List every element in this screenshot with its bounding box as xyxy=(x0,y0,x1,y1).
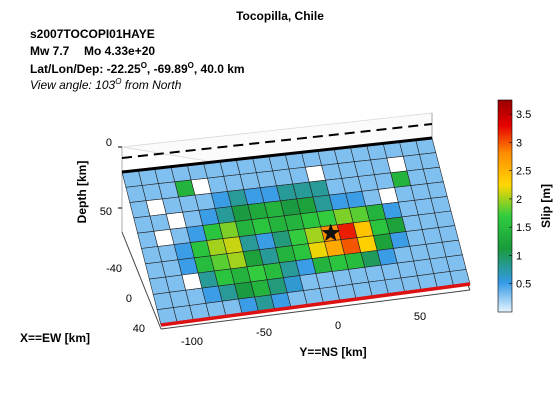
ew-tick-label-40: 40 xyxy=(133,323,145,335)
fault-patch xyxy=(422,166,444,185)
fault-patch xyxy=(445,254,467,272)
ns-axis: -100 -50 0 50 Y==NS [km] xyxy=(181,311,426,359)
colorbar-tick-label: 2 xyxy=(516,194,522,206)
ew-tick-label-0: 0 xyxy=(126,293,132,305)
colorbar-tick-label: 3 xyxy=(516,137,522,149)
ns-tick-label-50: 50 xyxy=(414,311,426,323)
colorbar-tick-label: 2.5 xyxy=(516,166,531,178)
fault-patch xyxy=(430,196,452,214)
event-id: s2007TOCOPI01HAYE xyxy=(30,27,155,41)
ns-tick-label-neg50: -50 xyxy=(256,327,272,339)
colorbar-tick-label: 1 xyxy=(516,250,522,262)
fault-patches xyxy=(121,137,471,326)
fault-patch xyxy=(426,181,448,199)
degree-sup-1: O xyxy=(141,61,147,70)
ew-axis: -40 0 40 X==EW [km] xyxy=(20,263,145,345)
colorbar-tick-label: 1.5 xyxy=(516,222,531,234)
colorbar-label: Slip [m] xyxy=(539,184,553,228)
ns-tick-label-0: 0 xyxy=(335,320,341,332)
fault-patch xyxy=(419,152,440,170)
ns-tick-label-neg100: -100 xyxy=(181,336,203,348)
colorbar-tick-label: 3.5 xyxy=(516,109,531,121)
location-line: Lat/Lon/Dep: -22.25O, -69.89O, 40.0 km xyxy=(30,61,245,76)
depth-tick-label-0: 0 xyxy=(106,137,112,149)
view-prefix: View angle: 103 xyxy=(30,78,116,92)
view-degree-sup: O xyxy=(115,77,121,86)
colorbar-gradient xyxy=(497,99,513,313)
surface-trace xyxy=(160,282,471,327)
fault-patch xyxy=(441,239,463,258)
view-angle-line: View angle: 103O from North xyxy=(30,77,182,92)
colorbar-tick-label: 0.5 xyxy=(516,279,531,291)
colorbar-ticks: 0.5 1 1.5 2 2.5 3 3.5 xyxy=(509,109,531,291)
depth-axis: 0 50 Depth [km] xyxy=(75,137,122,223)
location-lon: , -69.89 xyxy=(147,62,188,76)
ns-axis-label: Y==NS [km] xyxy=(299,345,366,359)
fault-patch xyxy=(438,225,459,243)
fault-patch xyxy=(434,210,456,228)
depth-tick-label-50: 50 xyxy=(100,206,112,218)
fault-top-edge xyxy=(121,136,433,174)
moment-label: Mo 4.33e+20 xyxy=(84,44,155,58)
colorbar: 0.5 1 1.5 2 2.5 3 3.5 Slip [m] xyxy=(497,99,553,313)
view-suffix: from North xyxy=(121,78,181,92)
location-dep: , 40.0 km xyxy=(194,62,245,76)
fault-top-dashed-line xyxy=(121,123,433,159)
degree-sup-2: O xyxy=(188,61,194,70)
magnitude-label: Mw 7.7 xyxy=(30,44,70,58)
chart-title: Tocopilla, Chile xyxy=(236,9,324,23)
floor-front-edge xyxy=(160,289,471,330)
depth-axis-label: Depth [km] xyxy=(75,161,89,224)
location-lat: Lat/Lon/Dep: -22.25 xyxy=(30,62,141,76)
ew-axis-label: X==EW [km] xyxy=(20,331,90,345)
hypocenter-star-icon xyxy=(321,223,341,242)
ew-tick-label-neg40: -40 xyxy=(106,263,122,275)
floor-left-edge xyxy=(121,231,162,330)
